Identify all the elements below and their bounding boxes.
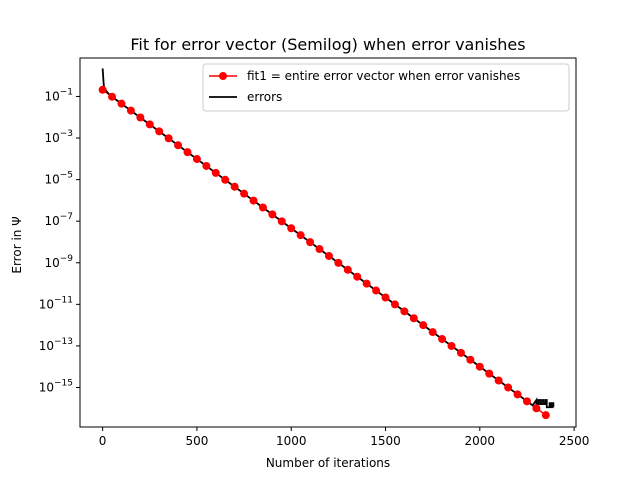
fit1-marker	[532, 404, 541, 413]
y-tick-label: 10−15	[39, 379, 73, 395]
y-tick-label: 10−3	[44, 129, 73, 145]
axes-frame	[79, 57, 577, 428]
y-tick-label: 10−9	[44, 254, 73, 270]
fit1-marker	[475, 362, 484, 371]
fit1-marker	[428, 328, 437, 337]
y-tick-label: 10−7	[44, 212, 73, 228]
fit1-marker	[240, 189, 249, 198]
legend: fit1 = entire error vector when error va…	[202, 63, 570, 112]
fit1-marker	[98, 85, 107, 94]
fit1-marker	[136, 113, 145, 122]
fit1-marker	[221, 175, 230, 184]
fit1-marker	[202, 161, 211, 170]
fit1-marker	[230, 182, 239, 191]
y-axis-label: Error in Ψ	[10, 216, 24, 273]
fit1-marker	[155, 127, 164, 136]
y-tick-label: 10−1	[44, 87, 73, 103]
fit1-marker	[409, 314, 418, 323]
y-tick-label: 10−11	[39, 295, 73, 311]
legend-fit1-label: fit1 = entire error vector when error va…	[247, 69, 520, 83]
fit1-marker	[174, 141, 183, 150]
legend-errors-label: errors	[247, 90, 282, 104]
fit1-marker	[249, 196, 258, 205]
x-tick-label: 2500	[559, 434, 590, 448]
legend-fit1-marker	[219, 72, 227, 80]
fit1-marker	[258, 203, 267, 212]
y-tick-label: 10−13	[39, 337, 73, 353]
fit1-marker	[400, 307, 409, 316]
fit1-marker	[126, 106, 135, 115]
fit1-marker	[145, 120, 154, 129]
fit1-marker	[362, 279, 371, 288]
fit1-marker	[315, 245, 324, 254]
plot-area: 0 500 1000 1500 2000 2500 10−1 10−3 10−5 10−7 10−9…	[39, 57, 590, 448]
fit1-marker	[494, 376, 503, 385]
y-tick-label: 10−5	[44, 171, 73, 187]
x-tick-label: 1500	[370, 434, 401, 448]
fit1-marker	[268, 210, 277, 219]
fit1-marker	[211, 168, 220, 177]
fit1-marker	[287, 224, 296, 233]
fit1-marker	[296, 231, 305, 240]
x-tick-label: 500	[185, 434, 208, 448]
fit1-marker	[343, 265, 352, 274]
fit1-marker	[183, 148, 192, 157]
x-tick-label: 1000	[276, 434, 307, 448]
fit1-marker	[117, 99, 126, 108]
fit1-marker	[277, 217, 286, 226]
fit1-marker	[419, 321, 428, 330]
fit1-marker	[108, 92, 117, 101]
fit1-marker	[504, 383, 513, 392]
chart-title: Fit for error vector (Semilog) when erro…	[130, 35, 525, 54]
fit1-marker	[513, 390, 522, 399]
fit1-marker	[372, 286, 381, 295]
fit1-marker	[541, 411, 550, 420]
fit1-marker	[438, 335, 447, 344]
fit1-marker	[353, 272, 362, 281]
fit1-marker	[381, 293, 390, 302]
x-tick-label: 0	[99, 434, 107, 448]
fit1-marker	[447, 341, 456, 350]
x-axis-label: Number of iterations	[266, 456, 390, 470]
fit1-marker	[334, 258, 343, 267]
fit1-marker	[466, 355, 475, 364]
x-tick-label: 2000	[465, 434, 496, 448]
fit1-marker	[456, 348, 465, 357]
fit1-marker	[390, 300, 399, 309]
fit1-marker	[485, 369, 494, 378]
fit1-marker	[192, 155, 201, 164]
fit1-marker	[522, 397, 531, 406]
legend-box	[202, 63, 570, 112]
fit1-marker	[164, 134, 173, 143]
fit1-marker	[306, 238, 315, 247]
fit1-marker	[324, 251, 333, 260]
